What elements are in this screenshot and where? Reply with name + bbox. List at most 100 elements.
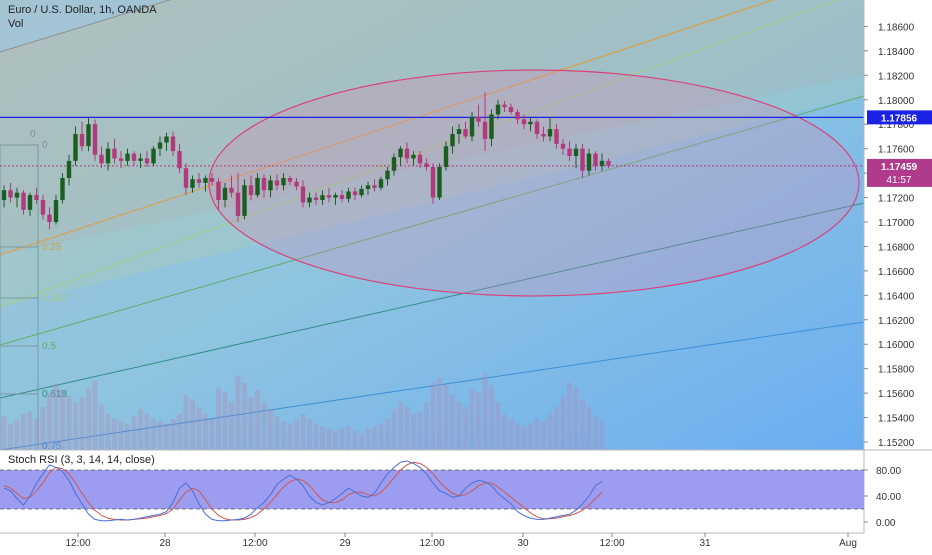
- volume-bar: [586, 406, 592, 450]
- volume-bar: [482, 373, 488, 450]
- candle-body: [170, 136, 176, 152]
- stoch-rsi-lines: [3, 460, 603, 522]
- volume-bar: [131, 416, 137, 450]
- candle-body: [151, 148, 156, 164]
- volume-bar: [547, 414, 553, 450]
- volume-bar: [521, 426, 527, 450]
- volume-bar: [229, 402, 234, 450]
- candle-body: [352, 191, 358, 196]
- vol-indicator-label[interactable]: Vol: [8, 18, 23, 30]
- last-price-badge: 1.17459 41:57: [867, 158, 932, 187]
- candle-body: [333, 195, 338, 198]
- candle: [411, 151, 416, 166]
- candle-body: [183, 168, 189, 188]
- price-tick-label: 1.17200: [878, 194, 915, 205]
- volume-bar: [320, 426, 325, 450]
- main-pane-background: [0, 0, 864, 450]
- volume-bar: [34, 418, 39, 450]
- volume-bar: [222, 392, 228, 450]
- fib-level-0: 0: [30, 129, 36, 140]
- candle: [463, 121, 468, 139]
- volume-bar: [53, 384, 59, 450]
- candle-body: [528, 121, 533, 125]
- candle: [99, 146, 104, 169]
- candle: [125, 148, 130, 166]
- candle: [34, 187, 39, 204]
- candle: [53, 195, 59, 225]
- volume-bar: [495, 402, 501, 450]
- candle: [346, 187, 351, 203]
- fib-level-0-b: 0: [42, 140, 48, 151]
- candle: [372, 179, 377, 192]
- volume-bar: [352, 430, 358, 450]
- volume-bar: [118, 421, 124, 450]
- candle-body: [398, 148, 403, 158]
- volume-bar: [411, 414, 416, 450]
- price-tick-label: 1.18200: [878, 71, 915, 82]
- volume-bar: [560, 397, 566, 450]
- candle: [495, 99, 501, 120]
- volume-bar: [508, 418, 514, 450]
- candle: [8, 182, 13, 203]
- candle: [599, 153, 605, 171]
- candle: [404, 142, 410, 164]
- candle: [268, 175, 273, 198]
- price-tick-label: 1.18000: [878, 96, 915, 107]
- candle-body: [554, 129, 559, 144]
- volume-bar: [40, 406, 46, 450]
- candle: [21, 190, 26, 215]
- candle: [320, 190, 325, 205]
- candle-body: [359, 189, 364, 196]
- symbol-title[interactable]: Euro / U.S. Dollar, 1h, OANDA: [8, 4, 157, 16]
- volume-bar: [359, 433, 364, 450]
- candle-body: [105, 148, 111, 164]
- volume-bar: [151, 418, 156, 450]
- price-tick-label: 1.15600: [878, 389, 915, 400]
- candle: [580, 143, 585, 178]
- time-scale-background: [0, 533, 864, 550]
- fan-line-top: [0, 0, 172, 53]
- price-scale-ticks: 1.18600 1.18400 1.18200 1.18000 1.17800 1.176…: [864, 22, 915, 449]
- volume-bar: [450, 394, 455, 450]
- candle: [359, 185, 364, 198]
- candle-body: [138, 158, 143, 161]
- stoch-rsi-title[interactable]: Stoch RSI (3, 3, 14, 14, close): [8, 454, 155, 466]
- candle-body: [606, 160, 611, 166]
- candle: [593, 151, 598, 171]
- candle-body: [437, 167, 442, 198]
- volume-bar: [177, 414, 182, 450]
- fib-labels: 0 0 0.25 0.382 0.5 0.618 0.75: [30, 129, 67, 452]
- volume-bar: [437, 378, 442, 450]
- candle: [183, 163, 189, 196]
- candle: [521, 114, 527, 130]
- candle: [430, 163, 436, 204]
- candle-body: [482, 121, 488, 139]
- volume-bar: [261, 402, 267, 450]
- ellipse-drawing[interactable]: [208, 69, 860, 297]
- candle-body: [586, 153, 592, 171]
- candle: [515, 109, 520, 125]
- stoch-tick-label: 80.00: [876, 466, 901, 477]
- bar-countdown: 41:57: [886, 175, 911, 186]
- time-tick-label: 30: [517, 538, 529, 549]
- volume-bar: [469, 390, 475, 450]
- candle: [138, 153, 143, 169]
- candle-body: [229, 187, 234, 193]
- volume-bar: [47, 392, 52, 450]
- candle: [209, 173, 215, 186]
- price-tick-label: 1.16600: [878, 267, 915, 278]
- candle: [313, 192, 319, 205]
- candle-body: [47, 214, 52, 222]
- volume-bar: [599, 421, 605, 450]
- candle: [606, 158, 611, 169]
- candle: [40, 195, 46, 220]
- volume-bar: [99, 404, 104, 450]
- candle-body: [346, 191, 351, 199]
- candle-body: [79, 134, 85, 147]
- volume-bar: [86, 387, 91, 450]
- candle: [294, 178, 299, 191]
- candle-body: [424, 163, 429, 167]
- fan-line-green-light: [0, 0, 839, 308]
- volume-bar: [528, 423, 533, 450]
